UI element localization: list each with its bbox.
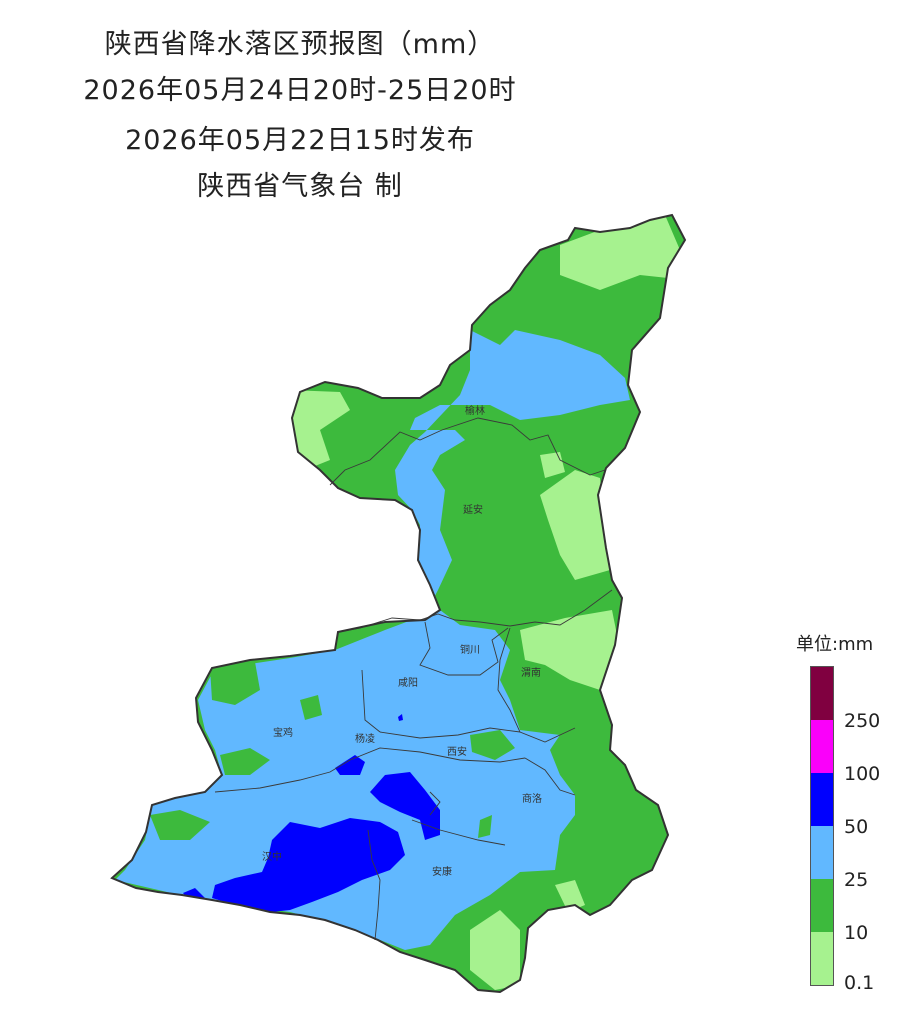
boundary-tongchuan [419,621,509,676]
boundary-hanzhong-ankang [367,829,381,941]
area-green-island-west [220,748,270,775]
area-50-100mm-dot [398,714,403,721]
area-50-100mm-ankang-north [370,772,440,840]
legend-tick-250: 250 [844,710,881,732]
area-light-rain-east [540,470,610,580]
province-outline [110,213,687,994]
legend-tick-50: 50 [844,816,869,838]
legend-tick-100: 100 [844,763,881,785]
city-label-yanan: 延安 [463,503,483,516]
area-25-50mm [115,330,630,950]
boundary-ankang-shangluo [411,819,506,846]
area-green-island-shangluo [478,815,492,838]
area-light-rain-weinan [520,610,620,690]
boundary-yulin-yanan [329,417,606,486]
area-light-rain-northwest [290,390,350,470]
area-green-island-baoji [210,662,260,705]
city-label-xianyang: 咸阳 [398,677,418,689]
boundary-shangluo-east [524,757,576,796]
legend-tick-0-1: 0.1 [844,972,875,994]
city-label-yulin: 榆林 [465,404,485,417]
city-label-ankang: 安康 [432,865,452,878]
area-green-island-hanzhong [150,810,210,840]
legend-swatch-blue [811,773,833,826]
city-label-shangluo: 商洛 [522,792,542,805]
area-light-rain-spot [540,452,565,478]
legend-swatch-maroon [811,667,833,720]
boundary-xian-south [429,791,441,816]
legend-swatch-green [811,879,833,932]
boundary-weinan-west [497,627,576,743]
area-50-100mm-hanzhong [212,818,405,912]
area-50-100mm-baoji-east [335,755,365,775]
boundary-qinling [214,747,526,793]
legend-tick-10: 10 [844,922,869,944]
issue-time: 2026年05月22日15时发布 [125,125,475,156]
map-title-block: 陕西省降水落区预报图（mm） 2026年05月24日20时-25日20时 202… [20,22,580,210]
city-boundaries [214,417,613,941]
boundary-baoji-xianyang [361,669,381,733]
city-labels: 榆林 延安 铜川 咸阳 渭南 宝鸡 杨凌 西安 商洛 汉中 安康 [262,404,542,878]
producer-credit: 陕西省气象台 制 [197,171,403,202]
rainfall-areas [112,215,685,992]
city-label-hanzhong: 汉中 [262,850,282,863]
boundary-xian-north [379,727,521,739]
legend-swatch-magenta [811,720,833,773]
legend-swatch-light-green [811,932,833,985]
legend-color-bar [810,666,834,986]
area-light-rain-north [560,215,680,290]
boundary-yanan-south [337,589,613,633]
forecast-period: 2026年05月24日20时-25日20时 [83,75,517,106]
city-label-baoji: 宝鸡 [273,726,293,739]
city-label-weinan: 渭南 [521,666,541,679]
city-label-yangling: 杨凌 [355,732,375,745]
area-green-island-xian [470,730,515,760]
area-light-rain-southeast [555,880,585,912]
area-light-rain-south [470,910,520,990]
legend-swatch-light-blue [811,826,833,879]
city-label-tongchuan: 铜川 [460,644,480,656]
map-title: 陕西省降水落区预报图（mm） [104,29,496,60]
legend-unit-title: 单位:mm [796,634,874,655]
legend-tick-25: 25 [844,869,869,891]
city-label-xian: 西安 [447,745,467,758]
area-green-island-mid [300,695,322,720]
